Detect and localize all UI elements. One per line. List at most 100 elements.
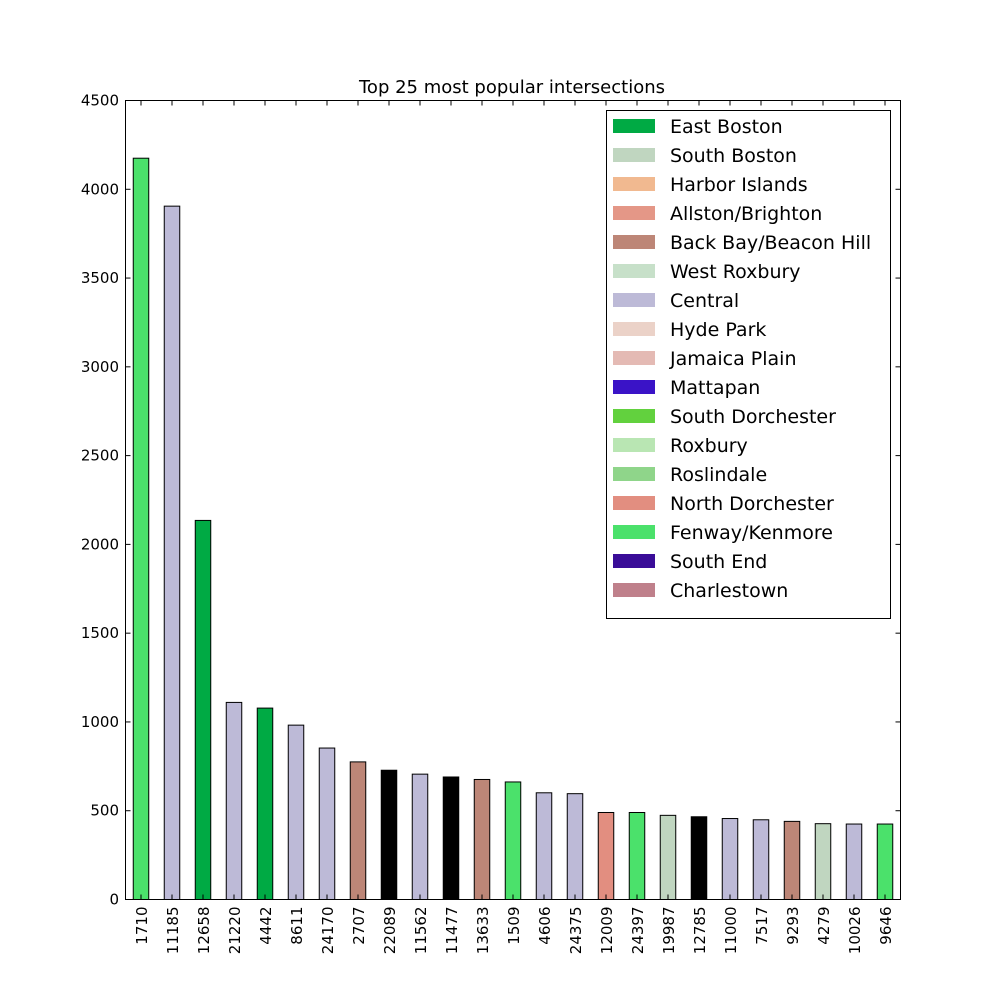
x-tick-label: 19987 xyxy=(660,907,678,955)
legend-swatch xyxy=(613,496,655,510)
y-tick-label: 1000 xyxy=(81,713,119,731)
legend-swatch xyxy=(613,583,655,597)
y-tick-label: 4500 xyxy=(81,92,119,110)
legend-label: Jamaica Plain xyxy=(669,348,797,370)
legend-swatch xyxy=(613,467,655,481)
bars-layer xyxy=(132,157,894,901)
legend-swatch xyxy=(613,322,655,336)
x-tick-label: 11000 xyxy=(722,907,740,955)
bar-9646 xyxy=(876,823,894,900)
x-tick-label: 9293 xyxy=(784,907,802,945)
bar-2707 xyxy=(349,761,367,901)
legend-label: Back Bay/Beacon Hill xyxy=(670,232,871,254)
x-tick-label: 9646 xyxy=(877,907,895,945)
legend-label: Harbor Islands xyxy=(670,174,808,196)
x-tick-label: 4442 xyxy=(257,907,275,945)
y-tick-label: 500 xyxy=(90,802,119,820)
y-tick-label: 1500 xyxy=(81,624,119,642)
x-tick-label: 11185 xyxy=(164,907,182,955)
legend-swatch xyxy=(613,119,655,133)
y-tick-label: 2500 xyxy=(81,447,119,465)
x-tick-label: 1710 xyxy=(133,907,151,945)
legend-label: West Roxbury xyxy=(670,261,801,283)
bar-21220 xyxy=(225,701,243,900)
legend-swatch xyxy=(613,235,655,249)
bar-24397 xyxy=(628,811,646,901)
legend-label: Mattapan xyxy=(670,377,760,399)
legend-label: Roxbury xyxy=(670,435,748,457)
bar-11562 xyxy=(411,773,429,900)
x-tick-label: 24397 xyxy=(629,907,647,955)
bar-11185 xyxy=(163,205,181,900)
legend-label: Fenway/Kenmore xyxy=(670,522,833,544)
legend-label: South Dorchester xyxy=(670,406,836,428)
y-tick-label: 2000 xyxy=(81,535,119,553)
legend: East Boston South Boston Harbor Islands All… xyxy=(606,110,891,619)
y-tick-label: 0 xyxy=(109,891,119,909)
x-tick-label: 11477 xyxy=(443,907,461,955)
bar-8611 xyxy=(287,724,305,900)
bar-19987 xyxy=(659,814,677,901)
legend-label: Allston/Brighton xyxy=(670,203,822,225)
bar-10026 xyxy=(845,823,863,900)
bar-12658 xyxy=(194,519,212,900)
x-tick-label: 12785 xyxy=(691,907,709,955)
legend-label: South Boston xyxy=(670,145,797,167)
legend-swatch xyxy=(613,177,655,191)
legend-label: Charlestown xyxy=(670,580,788,602)
x-tick-label: 21220 xyxy=(226,907,244,955)
legend-label: Central xyxy=(670,290,739,312)
bar-11000 xyxy=(721,818,739,900)
x-tick-label: 1509 xyxy=(505,907,523,945)
y-tick-label: 4000 xyxy=(81,180,119,198)
x-tick-label: 22089 xyxy=(381,907,399,955)
bar-4279 xyxy=(814,823,832,900)
bar-7517 xyxy=(752,819,770,900)
x-tick-label: 11562 xyxy=(412,907,430,955)
legend-swatch xyxy=(613,148,655,162)
legend-label: North Dorchester xyxy=(670,493,834,515)
bar-24375 xyxy=(566,793,584,900)
legend-swatch xyxy=(613,206,655,220)
bar-12785 xyxy=(690,816,708,900)
legend-swatch xyxy=(613,438,655,452)
bar-24170 xyxy=(318,747,336,900)
bar-11477 xyxy=(442,776,460,901)
legend-label: Hyde Park xyxy=(670,319,766,341)
bar-1509 xyxy=(504,781,522,901)
bar-13633 xyxy=(473,778,491,901)
ticks-layer: 1710 11185 12658 21220 4442 8611 24170 2707 2208… xyxy=(81,92,901,955)
bar-4606 xyxy=(535,792,553,901)
bar-9293 xyxy=(783,820,801,900)
legend-label: East Boston xyxy=(670,116,783,138)
x-tick-label: 2707 xyxy=(350,907,368,945)
y-tick-label: 3000 xyxy=(81,358,119,376)
legend-swatch xyxy=(613,554,655,568)
x-tick-label: 12658 xyxy=(195,907,213,955)
bar-22089 xyxy=(380,769,398,900)
legend-label: South End xyxy=(670,551,767,573)
x-tick-label: 4279 xyxy=(815,907,833,945)
bar-4442 xyxy=(256,707,274,900)
bar-12009 xyxy=(597,811,615,901)
x-tick-label: 4606 xyxy=(536,907,554,945)
x-tick-label: 13633 xyxy=(474,907,492,955)
chart-title: Top 25 most popular intersections xyxy=(358,77,665,98)
legend-swatch xyxy=(613,380,655,394)
legend-swatch xyxy=(613,351,655,365)
x-tick-label: 10026 xyxy=(846,907,864,955)
legend-label: Roslindale xyxy=(670,464,767,486)
legend-swatch xyxy=(613,409,655,423)
legend-swatch xyxy=(613,264,655,278)
legend-swatch xyxy=(613,293,655,307)
x-tick-label: 8611 xyxy=(288,907,306,945)
x-tick-label: 24375 xyxy=(567,907,585,955)
x-tick-label: 7517 xyxy=(753,907,771,945)
legend-swatch xyxy=(613,525,655,539)
y-tick-label: 3500 xyxy=(81,269,119,287)
x-tick-label: 12009 xyxy=(598,907,616,955)
bar-1710 xyxy=(132,157,150,900)
x-tick-label: 24170 xyxy=(319,907,337,955)
